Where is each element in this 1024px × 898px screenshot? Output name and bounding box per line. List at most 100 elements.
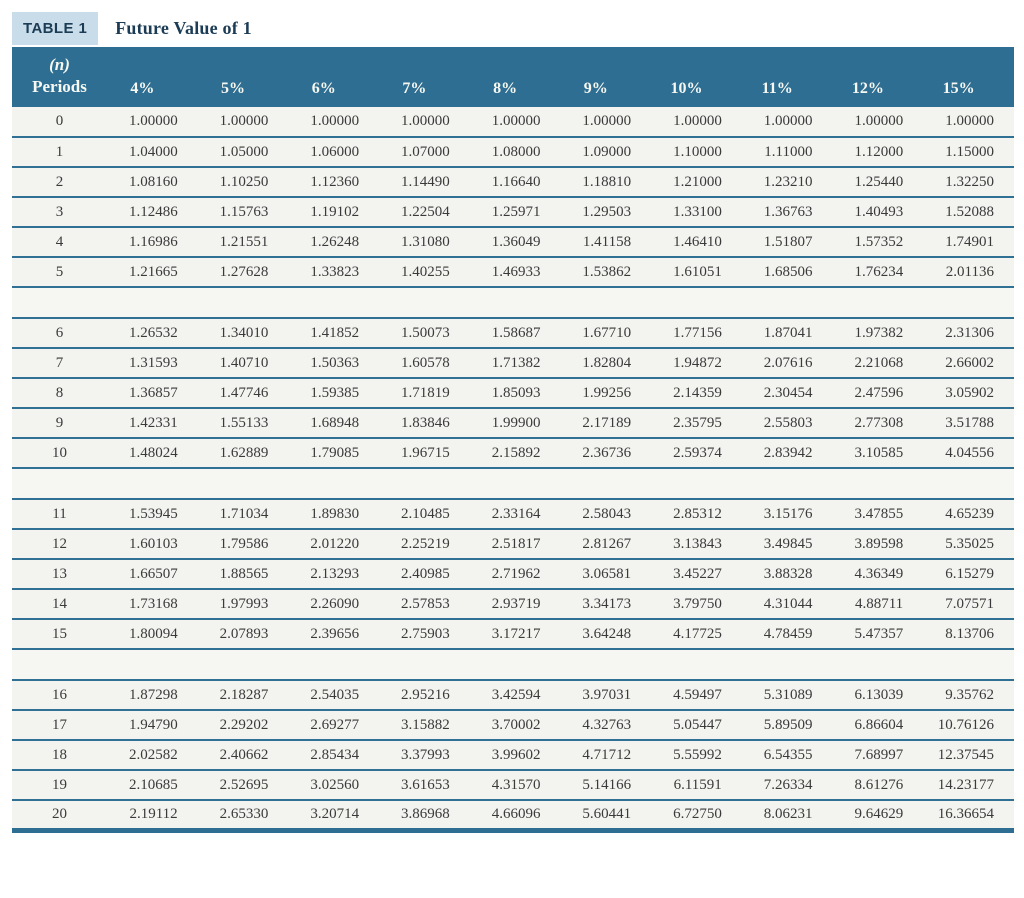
value-cell: 1.04000 — [107, 137, 198, 169]
value-cell: 6.15279 — [923, 559, 1014, 591]
value-cell: 7.68997 — [832, 740, 924, 772]
value-cell: 3.97031 — [560, 680, 652, 712]
value-cell: 1.07000 — [379, 137, 470, 169]
value-cell: 1.25971 — [469, 197, 561, 229]
value-cell: 1.99256 — [560, 378, 652, 410]
value-cell: 1.53945 — [107, 499, 198, 531]
value-cell: 2.47596 — [832, 378, 924, 410]
table-row: 4 1.16986 1.21551 1.26248 1.31080 1.36049 1.41… — [12, 227, 1014, 259]
value-cell: 2.07616 — [741, 348, 833, 380]
table-row: 6 1.26532 1.34010 1.41852 1.50073 1.58687 1.67… — [12, 318, 1014, 350]
value-cell: 3.10585 — [832, 438, 924, 470]
table-row: 14 1.73168 1.97993 2.26090 2.57853 2.93719 3.3… — [12, 589, 1014, 621]
value-cell: 1.21665 — [107, 257, 198, 289]
value-cell: 1.50363 — [288, 348, 380, 380]
period-cell: 12 — [12, 529, 107, 561]
value-cell: 1.47746 — [197, 378, 289, 410]
value-cell: 3.64248 — [560, 619, 652, 651]
table-header: (n) Periods 4% 5% 6% 7% 8% 9% 10% 11% 12% 15% — [12, 47, 1014, 108]
period-cell: 18 — [12, 740, 107, 772]
value-cell: 2.35795 — [651, 408, 742, 440]
value-cell: 1.05000 — [197, 137, 289, 169]
value-cell: 1.34010 — [197, 318, 289, 350]
value-cell: 6.54355 — [741, 740, 833, 772]
page: TABLE 1 Future Value of 1 (n) Periods 4%… — [12, 12, 1014, 833]
value-cell: 4.31044 — [741, 589, 833, 621]
value-cell: 1.57352 — [832, 227, 924, 259]
value-cell: 5.05447 — [651, 710, 742, 742]
value-cell: 3.79750 — [651, 589, 742, 621]
table-row: 18 2.02582 2.40662 2.85434 3.37993 3.99602 4.7… — [12, 740, 1014, 772]
table-row: 8 1.36857 1.47746 1.59385 1.71819 1.85093 1.99… — [12, 378, 1014, 410]
value-cell: 1.00000 — [832, 107, 924, 139]
period-cell: 7 — [12, 348, 107, 380]
spacer-cell — [12, 468, 1014, 501]
value-cell: 6.86604 — [832, 710, 924, 742]
value-cell: 1.71382 — [469, 348, 561, 380]
value-cell: 5.35025 — [923, 529, 1014, 561]
rate-column-header: 9% — [560, 47, 652, 108]
value-cell: 1.22504 — [379, 197, 470, 229]
value-cell: 3.15882 — [379, 710, 470, 742]
value-cell: 1.33100 — [651, 197, 742, 229]
periods-column-header: (n) Periods — [12, 47, 107, 108]
value-cell: 1.94872 — [651, 348, 742, 380]
value-cell: 1.60578 — [379, 348, 470, 380]
value-cell: 5.14166 — [560, 770, 652, 802]
value-cell: 6.11591 — [651, 770, 742, 802]
value-cell: 3.45227 — [651, 559, 742, 591]
value-cell: 1.21551 — [197, 227, 289, 259]
value-cell: 1.42331 — [107, 408, 198, 440]
period-cell: 19 — [12, 770, 107, 802]
spacer-cell — [12, 649, 1014, 682]
value-cell: 1.10250 — [197, 167, 289, 199]
value-cell: 1.41852 — [288, 318, 380, 350]
value-cell: 4.32763 — [560, 710, 652, 742]
value-cell: 3.02560 — [288, 770, 380, 802]
value-cell: 1.12000 — [832, 137, 924, 169]
value-cell: 2.95216 — [379, 680, 470, 712]
value-cell: 2.31306 — [923, 318, 1014, 350]
value-cell: 1.40255 — [379, 257, 470, 289]
value-cell: 3.37993 — [379, 740, 470, 772]
table-row: 20 2.19112 2.65330 3.20714 3.86968 4.66096 5.6… — [12, 800, 1014, 832]
value-cell: 1.08000 — [469, 137, 561, 169]
value-cell: 2.71962 — [469, 559, 561, 591]
value-cell: 3.20714 — [288, 800, 380, 832]
value-cell: 1.61051 — [651, 257, 742, 289]
value-cell: 5.55992 — [651, 740, 742, 772]
period-cell: 17 — [12, 710, 107, 742]
table-row: 2 1.08160 1.10250 1.12360 1.14490 1.16640 1.18… — [12, 167, 1014, 199]
table-row: 17 1.94790 2.29202 2.69277 3.15882 3.70002 4.3… — [12, 710, 1014, 742]
value-cell: 1.00000 — [197, 107, 289, 139]
value-cell: 4.88711 — [832, 589, 924, 621]
rate-column-header: 11% — [741, 47, 833, 108]
value-cell: 1.88565 — [197, 559, 289, 591]
value-cell: 2.54035 — [288, 680, 380, 712]
table-row: 16 1.87298 2.18287 2.54035 2.95216 3.42594 3.9… — [12, 680, 1014, 712]
value-cell: 2.13293 — [288, 559, 380, 591]
spacer-row — [12, 468, 1014, 501]
value-cell: 2.58043 — [560, 499, 652, 531]
value-cell: 1.11000 — [741, 137, 833, 169]
value-cell: 1.00000 — [741, 107, 833, 139]
value-cell: 8.61276 — [832, 770, 924, 802]
value-cell: 2.85312 — [651, 499, 742, 531]
value-cell: 3.05902 — [923, 378, 1014, 410]
value-cell: 1.00000 — [651, 107, 742, 139]
table-body: 0 1.00000 1.00000 1.00000 1.00000 1.00000 1.00… — [12, 107, 1014, 832]
value-cell: 1.14490 — [379, 167, 470, 199]
value-cell: 3.49845 — [741, 529, 833, 561]
table-title: Future Value of 1 — [115, 18, 252, 38]
value-cell: 1.71819 — [379, 378, 470, 410]
value-cell: 1.80094 — [107, 619, 198, 651]
value-cell: 2.01136 — [923, 257, 1014, 289]
value-cell: 1.36857 — [107, 378, 198, 410]
value-cell: 2.01220 — [288, 529, 380, 561]
value-cell: 14.23177 — [923, 770, 1014, 802]
period-cell: 10 — [12, 438, 107, 470]
value-cell: 1.12360 — [288, 167, 380, 199]
value-cell: 4.17725 — [651, 619, 742, 651]
value-cell: 3.99602 — [469, 740, 561, 772]
value-cell: 3.89598 — [832, 529, 924, 561]
